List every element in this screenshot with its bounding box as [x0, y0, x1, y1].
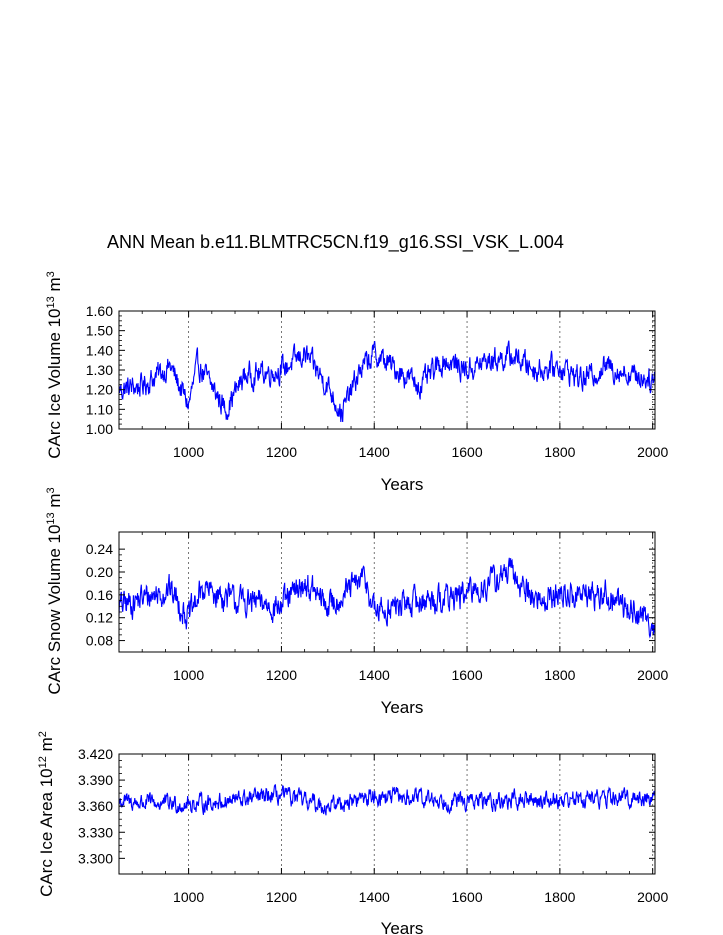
x-tick-label: 2000: [637, 444, 668, 460]
y-axis-title-unit: m: [45, 493, 64, 512]
y-tick-label: 0.08: [86, 633, 113, 649]
y-tick-label: 3.390: [78, 772, 113, 788]
y-axis-title-unit-exponent: 3: [45, 271, 57, 277]
panel-ice-volume: 1000 1200 1400 1600 1800 2000 1.00 1.10 1.20 1.30…: [45, 271, 668, 494]
y-tick-label: 3.360: [78, 798, 113, 814]
y-tick-label: 1.40: [86, 342, 113, 358]
y-tick-label: 1.20: [86, 382, 113, 398]
y-axis-title-main: CArc Ice Volume 10: [45, 309, 64, 459]
x-axis-title: Years: [381, 698, 424, 717]
y-tick-label: 3.330: [78, 824, 113, 840]
series-line: [118, 784, 656, 816]
x-tick-label: 1400: [359, 667, 390, 683]
y-axis-title-main: CArc Snow Volume 10: [45, 525, 64, 695]
y-axis-title-unit: m: [37, 737, 56, 756]
y-axis-title-unit: m: [45, 277, 64, 296]
y-axis-title-exponent: 13: [45, 512, 57, 524]
y-axis-title: CArc Ice Volume 1013 m3: [45, 271, 64, 459]
x-tick-label: 1200: [266, 667, 297, 683]
x-tick-label: 1200: [266, 444, 297, 460]
x-tick-label: 1000: [173, 667, 204, 683]
x-axis-title: Years: [381, 919, 424, 935]
y-axis-title: CArc Ice Area 1012 m2: [37, 731, 56, 897]
x-tick-label: 1000: [173, 444, 204, 460]
x-tick-label: 1400: [359, 889, 390, 905]
x-tick-label: 1400: [359, 444, 390, 460]
series-line: [118, 340, 656, 423]
x-tick-label: 1000: [173, 889, 204, 905]
y-axis-title-unit-exponent: 2: [37, 731, 49, 737]
y-axis-title-exponent: 13: [45, 296, 57, 308]
plot-frame: [118, 310, 656, 430]
y-tick-label: 0.12: [86, 610, 113, 626]
x-tick-label: 1200: [266, 889, 297, 905]
y-tick-label: 1.30: [86, 362, 113, 378]
x-tick-label: 1600: [451, 889, 482, 905]
y-tick-label: 0.20: [86, 564, 113, 580]
x-tick-label: 1600: [451, 667, 482, 683]
x-tick-label: 2000: [637, 889, 668, 905]
y-tick-label: 1.10: [86, 401, 113, 417]
panel-ice-area: 1000 1200 1400 1600 1800 2000 3.300 3.330 3.360 3…: [37, 731, 668, 935]
y-tick-label: 1.50: [86, 323, 113, 339]
y-axis-title: CArc Snow Volume 1013 m3: [45, 487, 64, 694]
x-tick-label: 1800: [544, 667, 575, 683]
y-tick-label: 1.60: [86, 303, 113, 319]
y-tick-label: 0.24: [86, 541, 113, 557]
x-tick-label: 1800: [544, 889, 575, 905]
panel-snow-volume: 1000 1200 1400 1600 1800 2000 0.08 0.12 0.16 0.20…: [45, 487, 668, 717]
y-axis-title-main: CArc Ice Area 10: [37, 768, 56, 897]
y-tick-label: 3.420: [78, 746, 113, 762]
x-tick-label: 1600: [451, 444, 482, 460]
y-tick-label: 1.00: [86, 421, 113, 437]
y-tick-label: 3.300: [78, 850, 113, 866]
chart-title: ANN Mean b.e11.BLMTRC5CN.f19_g16.SSI_VSK…: [107, 232, 564, 252]
y-axis-title-unit-exponent: 3: [45, 487, 57, 493]
x-tick-label: 1800: [544, 444, 575, 460]
series-line: [118, 557, 656, 639]
y-axis-title-exponent: 12: [37, 756, 49, 768]
x-tick-label: 2000: [637, 667, 668, 683]
plot-frame: [118, 753, 656, 875]
x-axis-title: Years: [381, 475, 424, 494]
plot-frame: [118, 531, 656, 653]
y-tick-label: 0.16: [86, 587, 113, 603]
